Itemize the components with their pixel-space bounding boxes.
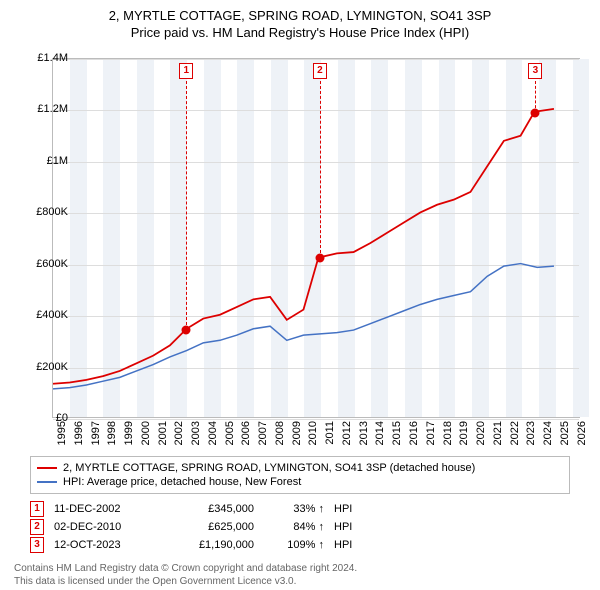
y-axis-label: £200K	[36, 361, 68, 373]
sales-row-hpi-label: HPI	[334, 503, 352, 515]
x-axis-label: 2017	[425, 421, 437, 445]
title-line1: 2, MYRTLE COTTAGE, SPRING ROAD, LYMINGTO…	[10, 8, 590, 23]
sale-marker-line	[320, 81, 321, 258]
x-axis-label: 2020	[475, 421, 487, 445]
sales-row-pct: 84% ↑	[264, 521, 324, 533]
legend-item-property: 2, MYRTLE COTTAGE, SPRING ROAD, LYMINGTO…	[37, 461, 563, 475]
x-axis-label: 2006	[240, 421, 252, 445]
x-axis-label: 1996	[73, 421, 85, 445]
y-axis-label: £600K	[36, 258, 68, 270]
sales-row: 2 02-DEC-2010 £625,000 84% ↑ HPI	[30, 518, 352, 536]
x-axis-label: 1997	[90, 421, 102, 445]
x-axis-label: 2008	[274, 421, 286, 445]
x-axis-label: 2026	[576, 421, 588, 445]
y-axis-label: £1M	[47, 155, 68, 167]
sale-marker-box: 1	[179, 63, 193, 79]
x-axis-label: 2005	[224, 421, 236, 445]
legend-label-hpi: HPI: Average price, detached house, New …	[63, 476, 301, 488]
x-axis-label: 2023	[525, 421, 537, 445]
x-axis-label: 2021	[492, 421, 504, 445]
x-axis-label: 2011	[324, 421, 336, 445]
title-block: 2, MYRTLE COTTAGE, SPRING ROAD, LYMINGTO…	[0, 0, 600, 44]
series-hpi	[53, 264, 554, 389]
x-axis-label: 1995	[56, 421, 68, 445]
x-axis-label: 2022	[509, 421, 521, 445]
chart-container: 2, MYRTLE COTTAGE, SPRING ROAD, LYMINGTO…	[0, 0, 600, 590]
sales-row-price: £625,000	[164, 521, 254, 533]
sales-row-marker: 1	[30, 501, 44, 517]
x-axis-label: 2003	[190, 421, 202, 445]
x-axis-label: 2004	[207, 421, 219, 445]
sales-row-pct: 109% ↑	[264, 539, 324, 551]
legend-item-hpi: HPI: Average price, detached house, New …	[37, 475, 563, 489]
legend-swatch-hpi	[37, 481, 57, 483]
sales-row-pct: 33% ↑	[264, 503, 324, 515]
legend-swatch-property	[37, 467, 57, 469]
chart-plot-area: 1995199619971998199920002001200220032004…	[52, 58, 580, 418]
x-axis-label: 2015	[391, 421, 403, 445]
x-axis-label: 1999	[123, 421, 135, 445]
chart-svg	[53, 59, 579, 417]
sale-marker-dot	[315, 254, 324, 263]
x-axis-label: 2012	[341, 421, 353, 445]
sales-table: 1 11-DEC-2002 £345,000 33% ↑ HPI 2 02-DEC-2010…	[30, 500, 352, 554]
y-axis-label: £800K	[36, 206, 68, 218]
sales-row: 3 12-OCT-2023 £1,190,000 109% ↑ HPI	[30, 536, 352, 554]
x-axis-label: 2002	[173, 421, 185, 445]
x-axis-label: 2018	[442, 421, 454, 445]
legend: 2, MYRTLE COTTAGE, SPRING ROAD, LYMINGTO…	[30, 456, 570, 494]
sale-marker-line	[186, 81, 187, 330]
sale-marker-dot	[531, 109, 540, 118]
sales-row-date: 12-OCT-2023	[54, 539, 154, 551]
sale-marker-box: 3	[528, 63, 542, 79]
x-axis-label: 2000	[140, 421, 152, 445]
legend-label-property: 2, MYRTLE COTTAGE, SPRING ROAD, LYMINGTO…	[63, 462, 475, 474]
x-axis-label: 2010	[307, 421, 319, 445]
sales-row-hpi-label: HPI	[334, 539, 352, 551]
footer-line2: This data is licensed under the Open Gov…	[14, 575, 357, 588]
y-axis-label: £0	[56, 412, 68, 424]
x-axis-label: 2007	[257, 421, 269, 445]
sales-row-price: £345,000	[164, 503, 254, 515]
sale-marker-box: 2	[313, 63, 327, 79]
sales-row-date: 11-DEC-2002	[54, 503, 154, 515]
x-axis-label: 2024	[542, 421, 554, 445]
x-axis-label: 1998	[106, 421, 118, 445]
x-axis-label: 2025	[559, 421, 571, 445]
x-axis-label: 2016	[408, 421, 420, 445]
x-axis-label: 2001	[157, 421, 169, 445]
sales-row: 1 11-DEC-2002 £345,000 33% ↑ HPI	[30, 500, 352, 518]
sale-marker-dot	[182, 326, 191, 335]
sales-row-date: 02-DEC-2010	[54, 521, 154, 533]
x-axis-label: 2013	[358, 421, 370, 445]
gridline-y	[53, 419, 579, 420]
y-axis-label: £1.4M	[37, 52, 68, 64]
footer: Contains HM Land Registry data © Crown c…	[14, 562, 357, 588]
footer-line1: Contains HM Land Registry data © Crown c…	[14, 562, 357, 575]
sales-row-marker: 2	[30, 519, 44, 535]
x-axis-label: 2014	[374, 421, 386, 445]
y-axis-label: £400K	[36, 309, 68, 321]
title-line2: Price paid vs. HM Land Registry's House …	[10, 25, 590, 40]
series-property	[53, 109, 554, 384]
x-axis-label: 2019	[458, 421, 470, 445]
x-axis-label: 2009	[291, 421, 303, 445]
sales-row-hpi-label: HPI	[334, 521, 352, 533]
y-axis-label: £1.2M	[37, 103, 68, 115]
sales-row-price: £1,190,000	[164, 539, 254, 551]
sales-row-marker: 3	[30, 537, 44, 553]
